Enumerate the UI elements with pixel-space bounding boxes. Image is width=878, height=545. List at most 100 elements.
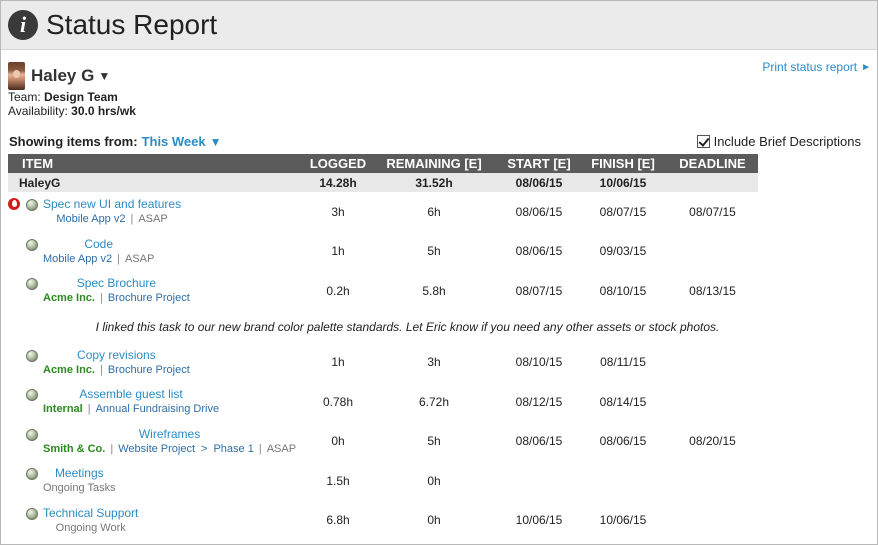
separator: | (99, 292, 103, 305)
status-ball-icon[interactable] (26, 389, 38, 402)
status-ball-icon[interactable] (26, 278, 38, 291)
task-cell: Meetings Ongoing Tasks (8, 461, 307, 501)
priority-slot (8, 197, 26, 211)
print-status-report-link[interactable]: Print status report ► (762, 60, 871, 74)
project-link[interactable]: Brochure Project (107, 292, 190, 305)
group-deadline (667, 173, 758, 192)
project-link[interactable]: Mobile App v2 (43, 252, 113, 265)
cell-deadline: 08/07/15 (689, 204, 736, 219)
cell-logged: 6.8h (326, 513, 350, 528)
task-title-link[interactable]: Copy revisions (77, 347, 156, 362)
title-bar: i Status Report (1, 1, 877, 50)
table-header: ITEM LOGGED REMAINING [E] START [E] FINI… (8, 154, 758, 173)
task-title-link[interactable]: Technical Support (43, 505, 139, 520)
team-label: Team: (8, 90, 41, 104)
status-ball-icon[interactable] (26, 199, 38, 212)
phase-link[interactable]: Phase 1 (213, 442, 254, 455)
cell-start: 08/06/15 (515, 434, 563, 449)
week-selector[interactable]: This Week (141, 134, 206, 149)
week-caret-icon[interactable]: ▼ (209, 134, 222, 149)
table-row[interactable]: Assemble guest list Internal | Annual Fundr… (8, 382, 758, 422)
availability-line: Availability: 30.0 hrs/wk (8, 104, 136, 118)
page-title: Status Report (46, 9, 218, 40)
task-cell: Spec new UI and features Mobile App v2 | AS… (8, 192, 307, 232)
table-row[interactable]: Meetings Ongoing Tasks 1.5h 0h (8, 461, 758, 501)
task-item: Meetings Ongoing Tasks (8, 466, 307, 495)
user-dropdown-caret-icon[interactable]: ▼ (98, 69, 111, 83)
brief-descriptions-checkbox[interactable] (696, 135, 710, 148)
table-row[interactable]: Spec Brochure Acme Inc. | Brochure Project 0… (8, 271, 758, 311)
cell-finish: 08/10/15 (599, 283, 647, 298)
cell-start: 08/12/15 (515, 394, 563, 409)
table-row[interactable]: Code Mobile App v2 | ASAP 1h 5h 08/06/15 09/03/… (8, 232, 758, 272)
cell-start: 08/06/15 (515, 244, 563, 259)
column-header-start: START [E] (499, 154, 579, 173)
table-row[interactable]: Spec new UI and features Mobile App v2 | AS… (8, 192, 758, 232)
filter-label: Showing items from: (9, 134, 138, 149)
status-table: ITEM LOGGED REMAINING [E] START [E] FINI… (8, 154, 758, 540)
task-cell: Wireframes Smith & Co. | Website Project > Ph… (8, 422, 307, 462)
priority-slot (8, 348, 26, 349)
task-title-link[interactable]: Code (84, 236, 113, 251)
priority-slot (8, 237, 26, 238)
task-cell: Code Mobile App v2 | ASAP (8, 232, 307, 272)
cell-remaining: 0h (427, 473, 441, 488)
status-ball-icon[interactable] (26, 238, 38, 251)
cell-deadline (667, 461, 758, 501)
status-ball-icon[interactable] (26, 468, 38, 481)
project-link[interactable]: Brochure Project (107, 363, 190, 376)
print-link-label[interactable]: Print status report (762, 60, 858, 74)
cell-deadline (667, 343, 758, 383)
project-link[interactable]: Website Project (118, 442, 196, 455)
client-link[interactable]: Smith & Co. (43, 442, 106, 455)
cell-start: 08/06/15 (515, 204, 563, 219)
cell-start (499, 461, 579, 501)
cell-remaining: 5h (427, 434, 441, 449)
info-icon: i (8, 10, 38, 40)
task-item: Code Mobile App v2 | ASAP (8, 237, 307, 266)
priority-slot (8, 387, 26, 388)
task-item: Spec Brochure Acme Inc. | Brochure Project (8, 276, 307, 305)
client-link[interactable]: Acme Inc. (43, 292, 95, 305)
task-title-link[interactable]: Spec new UI and features (43, 197, 182, 212)
cell-logged: 0.78h (322, 394, 354, 409)
task-text: Code Mobile App v2 | ASAP (43, 237, 154, 266)
task-title-link[interactable]: Spec Brochure (76, 276, 157, 291)
brief-descriptions-toggle[interactable]: Include Brief Descriptions (696, 134, 861, 149)
task-title-link[interactable]: Wireframes (138, 426, 201, 441)
cell-finish (579, 461, 667, 501)
cell-deadline (667, 232, 758, 272)
cell-logged: 0h (331, 434, 345, 449)
task-text: Spec new UI and features Mobile App v2 | AS… (43, 197, 181, 226)
separator: | (258, 442, 262, 455)
project-link[interactable]: Mobile App v2 (56, 213, 126, 226)
cell-remaining: 3h (427, 355, 441, 370)
brief-descriptions-label[interactable]: Include Brief Descriptions (713, 134, 861, 149)
cell-deadline (667, 501, 758, 541)
cell-remaining: 6h (427, 204, 441, 219)
status-ball-icon[interactable] (26, 349, 38, 362)
status-ball-icon[interactable] (26, 428, 38, 441)
status-ball-icon[interactable] (26, 507, 38, 520)
column-header-logged: LOGGED (307, 154, 369, 173)
task-text: Spec Brochure Acme Inc. | Brochure Project (43, 276, 190, 305)
play-arrow-icon[interactable]: ► (861, 61, 871, 73)
table-row[interactable]: Copy revisions Acme Inc. | Brochure Project… (8, 343, 758, 383)
task-text: Meetings Ongoing Tasks (43, 466, 116, 495)
task-breadcrumb: Smith & Co. | Website Project > Phase 1 | ASAP (43, 442, 296, 456)
table-row[interactable]: Technical Support Ongoing Work 6.8h 0h 10/06… (8, 501, 758, 541)
client-link[interactable]: Acme Inc. (43, 363, 95, 376)
client-link[interactable]: Internal (43, 403, 83, 416)
priority-slot (8, 466, 26, 467)
cell-logged: 0.2h (326, 283, 350, 298)
table-row[interactable]: Wireframes Smith & Co. | Website Project > Ph… (8, 422, 758, 462)
task-breadcrumb: Acme Inc. | Brochure Project (43, 291, 190, 305)
user-name[interactable]: Haley G (31, 66, 95, 85)
task-title-link[interactable]: Assemble guest list (79, 387, 183, 402)
cell-finish: 08/11/15 (600, 355, 646, 370)
project-link[interactable]: Annual Fundraising Drive (95, 403, 220, 416)
task-title-link[interactable]: Meetings (54, 466, 104, 481)
column-header-deadline: DEADLINE (667, 154, 758, 173)
cell-finish: 08/07/15 (599, 204, 647, 219)
cell-deadline: 08/13/15 (689, 283, 736, 298)
